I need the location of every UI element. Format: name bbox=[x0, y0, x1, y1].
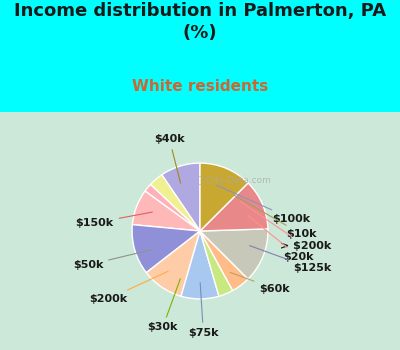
Wedge shape bbox=[162, 163, 200, 231]
Text: $50k: $50k bbox=[73, 250, 152, 270]
Wedge shape bbox=[200, 231, 248, 290]
Text: ⌕ City-Data.com: ⌕ City-Data.com bbox=[198, 176, 271, 185]
Text: $10k: $10k bbox=[234, 195, 317, 239]
Text: > $200k: > $200k bbox=[240, 201, 331, 251]
Wedge shape bbox=[200, 229, 268, 279]
Wedge shape bbox=[146, 231, 200, 296]
Text: $150k: $150k bbox=[76, 212, 152, 228]
Text: $200k: $200k bbox=[89, 271, 168, 304]
Text: $20k: $20k bbox=[248, 216, 314, 262]
Text: $100k: $100k bbox=[217, 186, 311, 224]
Text: $40k: $40k bbox=[154, 134, 185, 183]
Text: White residents: White residents bbox=[132, 79, 268, 94]
Text: $60k: $60k bbox=[230, 272, 290, 294]
Wedge shape bbox=[200, 183, 268, 231]
Wedge shape bbox=[132, 191, 200, 231]
Wedge shape bbox=[181, 231, 219, 299]
Wedge shape bbox=[200, 163, 248, 231]
Wedge shape bbox=[132, 225, 200, 273]
Wedge shape bbox=[150, 175, 200, 231]
Wedge shape bbox=[200, 231, 233, 296]
Text: $125k: $125k bbox=[250, 246, 331, 273]
Text: $75k: $75k bbox=[188, 283, 219, 338]
Wedge shape bbox=[145, 184, 200, 231]
Text: $30k: $30k bbox=[148, 279, 180, 332]
Text: Income distribution in Palmerton, PA
(%): Income distribution in Palmerton, PA (%) bbox=[14, 2, 386, 42]
